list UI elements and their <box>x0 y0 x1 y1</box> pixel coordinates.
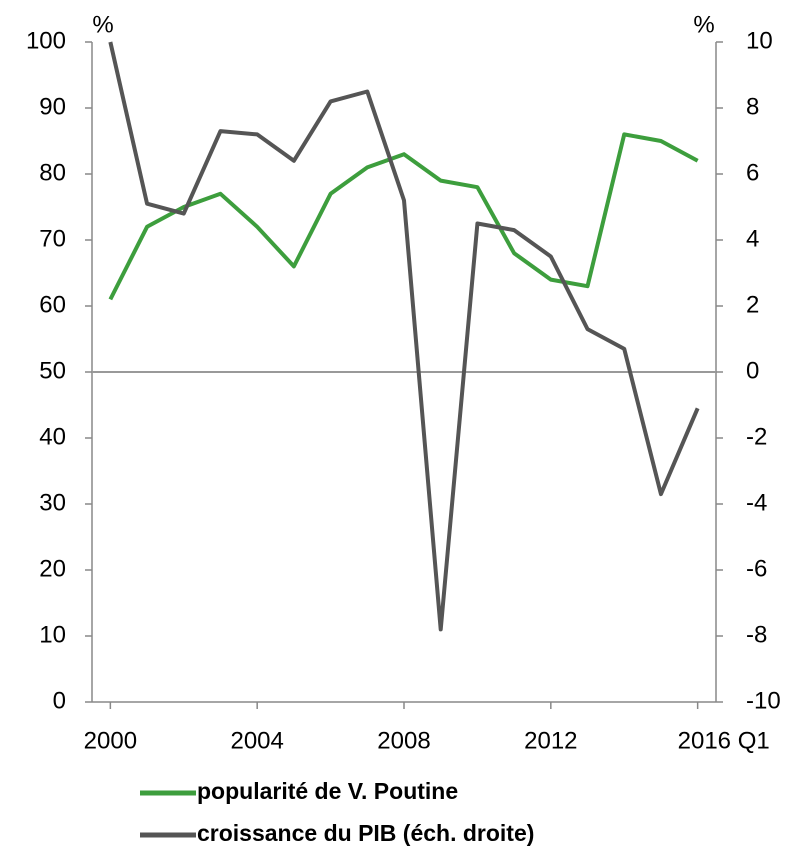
y-tick-label: 10 <box>39 621 66 648</box>
y2-tick-label: -10 <box>746 687 781 714</box>
y-tick-label: 50 <box>39 357 66 384</box>
y2-tick-label: -4 <box>746 489 767 516</box>
y-tick-label: 30 <box>39 489 66 516</box>
y-unit: % <box>92 11 113 38</box>
y-tick-label: 20 <box>39 555 66 582</box>
y-tick-label: 90 <box>39 93 66 120</box>
y2-unit: % <box>693 11 714 38</box>
y-tick-label: 60 <box>39 291 66 318</box>
line-series <box>108 41 700 632</box>
y2-tick-label: 4 <box>746 225 759 252</box>
y-tick-label: 100 <box>26 27 66 54</box>
x-tick-label: 2004 <box>230 727 283 754</box>
y2-tick-label: -2 <box>746 423 767 450</box>
y-tick-label: 0 <box>53 687 66 714</box>
y2-tick-label: 8 <box>746 93 759 120</box>
y-tick-label: 70 <box>39 225 66 252</box>
x-tick-label: 2000 <box>84 727 137 754</box>
y2-tick-label: -8 <box>746 621 767 648</box>
y2-tick-label: 6 <box>746 159 759 186</box>
x-tick-label: 2016 Q1 <box>678 727 770 754</box>
y2-tick-label: -6 <box>746 555 767 582</box>
legend-label: croissance du PIB (éch. droite) <box>197 820 534 846</box>
x-tick-label: 2008 <box>377 727 430 754</box>
y2-tick-label: 0 <box>746 357 759 384</box>
y2-tick-label: 2 <box>746 291 759 318</box>
x-tick-label: 2012 <box>524 727 577 754</box>
line-series <box>108 132 699 301</box>
legend-label: popularité de V. Poutine <box>197 778 458 804</box>
y2-tick-label: 10 <box>746 27 773 54</box>
y-tick-label: 40 <box>39 423 66 450</box>
y-tick-label: 80 <box>39 159 66 186</box>
